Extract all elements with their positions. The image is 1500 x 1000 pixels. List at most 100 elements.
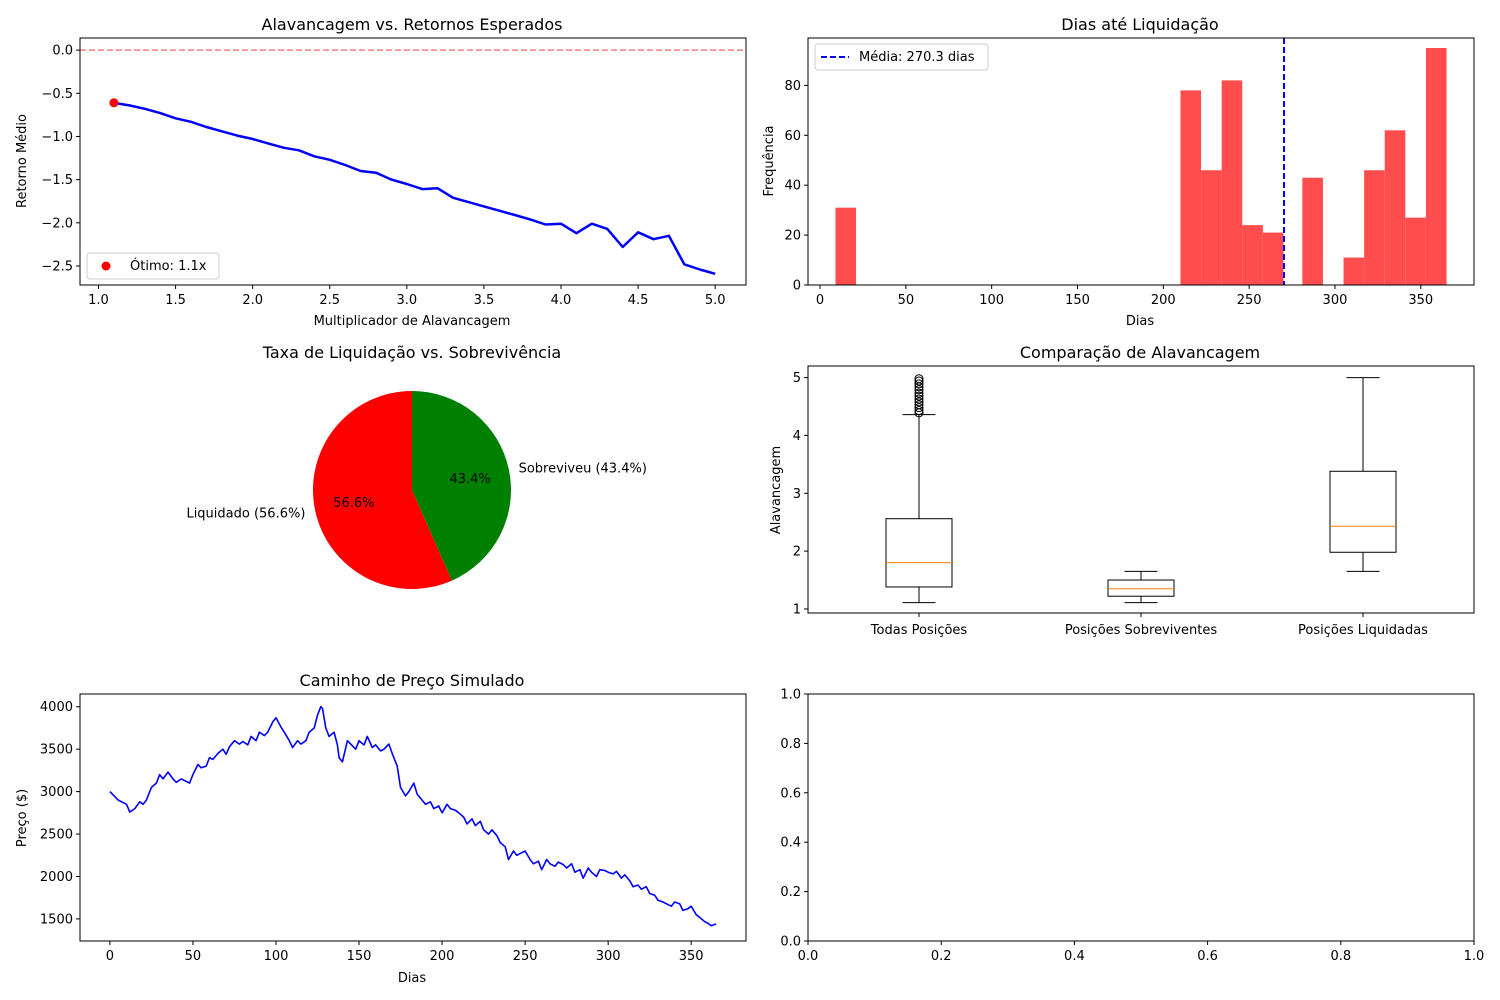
y-tick-label: −2.5: [41, 260, 73, 275]
y-tick-label: 4: [793, 429, 801, 444]
histogram-bar: [1242, 225, 1263, 285]
plot-frame: [807, 37, 1475, 286]
x-tick-label: 4.0: [551, 293, 572, 308]
y-tick-label: 0.8: [780, 737, 801, 752]
box-outlier: [914, 374, 924, 384]
y-axis-label: Preço ($): [15, 789, 30, 847]
x-tick-label: Posições Liquidadas: [1298, 623, 1428, 638]
y-tick-label: −1.5: [41, 173, 73, 188]
x-tick-label: 100: [264, 949, 289, 964]
y-tick-label: 1500: [40, 912, 73, 927]
histogram-bar: [1180, 90, 1202, 285]
return-series-line: [113, 101, 716, 276]
x-tick-label: 350: [679, 949, 704, 964]
x-tick-label: 3.0: [396, 293, 417, 308]
legend-box: [814, 43, 989, 71]
leverage-returns-chart: Alavancagem vs. Retornos Esperados Multi…: [15, 15, 747, 329]
x-tick-label: 300: [596, 949, 621, 964]
optimum-marker: [109, 98, 119, 108]
y-axis-label: Retorno Médio: [15, 114, 30, 208]
y-tick-label: 3500: [40, 743, 73, 758]
liquidation-rate-chart: Taxa de Liquidação vs. Sobrevivência 56.…: [186, 343, 647, 589]
y-tick-label: 1.0: [780, 688, 801, 703]
y-tick-label: 5: [793, 371, 801, 386]
x-tick-label: Todas Posições: [870, 623, 968, 638]
y-tick-label: 2: [793, 545, 801, 560]
empty-chart: 0.0 0.2 0.4 0.6 0.8 1.0 0.0 0.2 0.4 0.6 0.8 1.0: [780, 688, 1484, 965]
plot-frame: [79, 37, 747, 286]
y-tick-label: 0.4: [780, 836, 801, 851]
y-tick-label: 40: [784, 179, 801, 194]
x-tick-label: Posições Sobreviventes: [1065, 623, 1218, 638]
pie-slice-label: Sobreviveu (43.4%): [519, 462, 647, 477]
box-outlier: [914, 400, 924, 410]
chart-title: Alavancagem vs. Retornos Esperados: [262, 15, 563, 34]
x-tick-label: 0.6: [1197, 949, 1218, 964]
box-iqr: [885, 518, 953, 588]
x-tick-label: 250: [1237, 293, 1262, 308]
histogram-bar: [1384, 130, 1406, 285]
y-tick-label: 4000: [40, 700, 73, 715]
box-outlier: [914, 379, 924, 389]
price-path-chart: Caminho de Preço Simulado Dias Preço ($)…: [15, 671, 747, 986]
histogram-bar: [835, 207, 857, 285]
pie-slice: [313, 391, 452, 589]
legend-marker: [101, 261, 111, 271]
histogram-bar: [1262, 232, 1284, 285]
y-tick-label: 0.0: [780, 935, 801, 950]
y-axis-label: Alavancagem: [769, 446, 784, 534]
x-axis-label: Multiplicador de Alavancagem: [314, 314, 511, 329]
x-tick-label: 50: [898, 293, 915, 308]
y-tick-label: 0: [793, 279, 801, 294]
histogram-bar: [1425, 47, 1447, 285]
x-axis-label: Dias: [398, 971, 427, 986]
x-tick-label: 0.0: [798, 949, 819, 964]
box-outlier: [914, 391, 924, 401]
chart-title: Comparação de Alavancagem: [1020, 343, 1260, 362]
pie-slice: [412, 391, 511, 581]
box-outlier: [914, 406, 924, 416]
box-outlier: [914, 394, 924, 404]
box-outlier: [914, 385, 924, 395]
x-tick-label: 250: [513, 949, 538, 964]
histogram-bar: [1302, 177, 1323, 285]
y-tick-label: 80: [784, 79, 801, 94]
box-outlier: [914, 403, 924, 413]
x-tick-label: 350: [1408, 293, 1433, 308]
x-tick-label: 4.5: [628, 293, 649, 308]
x-tick-label: 0.4: [1064, 949, 1085, 964]
histogram-bar: [1201, 170, 1222, 285]
plot-frame: [807, 693, 1475, 942]
pie-slice-label: Liquidado (56.6%): [186, 506, 305, 521]
y-tick-label: −1.0: [41, 130, 73, 145]
x-tick-label: 0.2: [931, 949, 952, 964]
x-tick-label: 2.5: [319, 293, 340, 308]
legend-label: Ótimo: 1.1x: [130, 258, 207, 274]
y-tick-label: 0.2: [780, 885, 801, 900]
pie-percent-label: 56.6%: [333, 496, 374, 511]
y-tick-label: 0.0: [52, 44, 73, 59]
legend-label: Média: 270.3 dias: [859, 50, 975, 65]
box-iqr: [1107, 579, 1175, 597]
leverage-comparison-chart: Comparação de Alavancagem Alavancagem To…: [769, 343, 1475, 638]
y-tick-label: −2.0: [41, 216, 73, 231]
legend: Ótimo: 1.1x: [86, 252, 220, 280]
x-tick-label: 50: [185, 949, 202, 964]
y-tick-label: 2000: [40, 870, 73, 885]
x-tick-label: 200: [1151, 293, 1176, 308]
chart-title: Taxa de Liquidação vs. Sobrevivência: [262, 343, 561, 362]
plot-frame: [79, 693, 747, 942]
x-tick-label: 0: [106, 949, 114, 964]
box-outlier: [914, 388, 924, 398]
x-tick-label: 1.0: [1464, 949, 1485, 964]
y-tick-label: 60: [784, 129, 801, 144]
histogram-bar: [1405, 217, 1426, 285]
x-tick-label: 150: [1065, 293, 1090, 308]
y-tick-label: 2500: [40, 828, 73, 843]
y-tick-label: 3000: [40, 785, 73, 800]
x-tick-label: 2.0: [242, 293, 263, 308]
x-tick-label: 0: [816, 293, 824, 308]
chart-title: Dias até Liquidação: [1061, 15, 1218, 34]
x-axis-label: Dias: [1126, 314, 1155, 329]
legend: Média: 270.3 dias: [814, 43, 989, 71]
